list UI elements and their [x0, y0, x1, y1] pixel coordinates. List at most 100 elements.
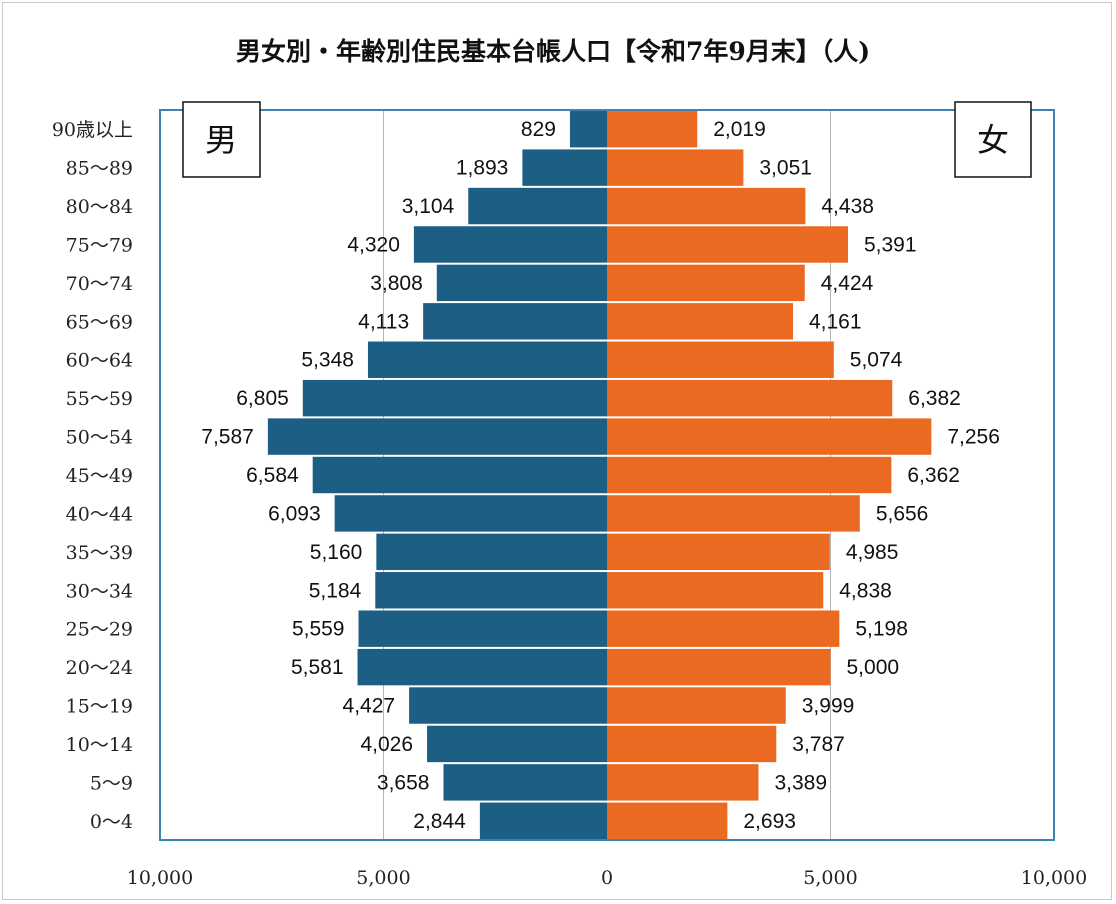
- age-category-label: 35～39: [66, 542, 133, 564]
- male-bar: [334, 495, 607, 532]
- age-category-label: 40～44: [66, 503, 133, 525]
- female-data-label: 3,999: [802, 695, 855, 718]
- x-tick-label: 0: [601, 867, 613, 889]
- male-bar: [468, 187, 607, 225]
- male-bar: [302, 379, 607, 417]
- female-data-label: 4,161: [809, 310, 862, 333]
- age-category-label: 70～74: [66, 273, 133, 295]
- male-label: 男: [205, 121, 237, 159]
- female-bar: [607, 379, 893, 417]
- female-bar: [607, 264, 805, 302]
- female-bar: [607, 610, 840, 647]
- female-data-label: 3,389: [774, 771, 827, 794]
- female-data-label: 4,424: [821, 272, 874, 295]
- age-category-label: 80～84: [66, 196, 133, 218]
- female-data-label: 6,382: [908, 387, 961, 410]
- male-data-label: 3,104: [402, 195, 455, 218]
- male-label-box: [182, 101, 261, 178]
- male-bar: [267, 418, 607, 455]
- age-category-label: 10～14: [66, 734, 133, 756]
- female-data-label: 5,074: [850, 349, 903, 372]
- female-bar: [607, 187, 806, 225]
- male-data-label: 5,184: [309, 579, 362, 602]
- male-data-label: 5,160: [310, 541, 363, 564]
- age-category-label: 30～34: [66, 580, 133, 602]
- female-data-label: 6,362: [907, 464, 960, 487]
- male-data-label: 829: [521, 118, 556, 141]
- female-data-label: 2,019: [713, 118, 766, 141]
- age-category-label: 5～9: [90, 772, 133, 794]
- female-bar: [607, 456, 892, 494]
- female-data-label: 5,198: [855, 618, 908, 641]
- female-bar: [607, 226, 848, 263]
- male-data-label: 6,093: [268, 502, 321, 525]
- age-category-label: 90歳以上: [52, 119, 133, 141]
- female-data-label: 4,438: [821, 195, 874, 218]
- male-data-label: 4,427: [343, 695, 396, 718]
- male-data-label: 6,584: [246, 464, 299, 487]
- male-data-label: 5,348: [301, 349, 354, 372]
- female-data-label: 2,693: [743, 810, 796, 833]
- female-data-label: 4,838: [839, 579, 892, 602]
- male-bar: [413, 226, 607, 263]
- female-bar: [607, 725, 777, 763]
- male-data-label: 1,893: [456, 157, 509, 180]
- female-bar: [607, 303, 793, 340]
- female-label: 女: [977, 121, 1009, 159]
- female-bar: [607, 495, 860, 532]
- x-tick-label: 5,000: [803, 867, 857, 889]
- female-bar: [607, 111, 698, 148]
- male-data-label: 3,658: [377, 771, 430, 794]
- male-bar: [358, 610, 607, 647]
- male-data-label: 7,587: [201, 426, 254, 449]
- age-category-label: 50～54: [66, 427, 133, 449]
- male-bar: [427, 725, 607, 763]
- age-category-label: 20～24: [66, 657, 133, 679]
- female-data-label: 3,787: [792, 733, 845, 756]
- female-bar: [607, 648, 831, 686]
- male-data-label: 5,581: [291, 656, 344, 679]
- female-bar: [607, 802, 728, 839]
- female-data-label: 5,000: [847, 656, 900, 679]
- male-bar: [522, 149, 607, 186]
- male-bar: [569, 111, 607, 148]
- male-bar: [312, 456, 607, 494]
- male-bar: [367, 341, 607, 378]
- age-category-label: 65～69: [66, 311, 133, 333]
- female-data-label: 7,256: [947, 426, 1000, 449]
- age-category-label: 0～4: [90, 811, 133, 833]
- female-data-label: 5,656: [876, 502, 929, 525]
- male-bar: [357, 648, 607, 686]
- female-data-label: 5,391: [864, 233, 917, 256]
- female-bar: [607, 533, 830, 571]
- female-bar: [607, 149, 744, 186]
- male-data-label: 2,844: [413, 810, 466, 833]
- male-bar: [409, 687, 607, 724]
- female-bar: [607, 572, 824, 609]
- male-bar: [376, 533, 607, 571]
- female-bar: [607, 687, 786, 724]
- chart-title: 男女別・年齢別住民基本台帳人口【令和7年9月末】（人): [236, 37, 870, 66]
- male-data-label: 6,805: [236, 387, 289, 410]
- female-data-label: 4,985: [846, 541, 899, 564]
- plot-area-border: [159, 109, 1055, 841]
- age-category-label: 55～59: [66, 388, 133, 410]
- male-bar: [436, 264, 607, 302]
- male-data-label: 4,113: [358, 310, 409, 333]
- female-bar: [607, 418, 932, 455]
- female-bar: [607, 341, 834, 378]
- age-category-label: 75～79: [66, 234, 133, 256]
- x-tick-label: 10,000: [127, 867, 193, 889]
- age-category-label: 15～19: [66, 696, 133, 718]
- male-data-label: 4,320: [347, 233, 400, 256]
- male-bar: [375, 572, 607, 609]
- female-bar: [607, 764, 759, 801]
- age-category-label: 45～49: [66, 465, 133, 487]
- x-tick-label: 5,000: [356, 867, 410, 889]
- age-category-label: 85～89: [66, 158, 133, 180]
- male-data-label: 5,559: [292, 618, 345, 641]
- male-data-label: 4,026: [360, 733, 413, 756]
- x-tick-label: 10,000: [1021, 867, 1087, 889]
